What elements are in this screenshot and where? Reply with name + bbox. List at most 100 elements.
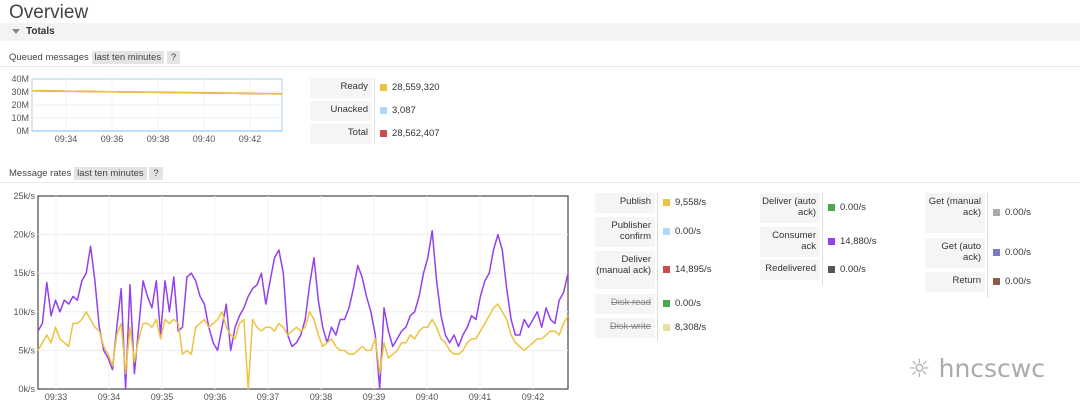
y-tick-label: 0M [16,126,29,136]
rate-stat-label: Deliver (auto ack) [760,193,820,223]
legend-swatch-icon [828,266,835,273]
legend-swatch-icon [663,266,670,273]
y-tick-label: 20M [11,100,29,110]
x-tick-label: 09:39 [363,392,386,402]
legend-swatch-icon [663,199,670,206]
x-tick-label: 09:34 [55,134,78,144]
series-line-publish [37,303,569,390]
rate-stat-value: 0.00/s [993,207,1031,218]
rate-stat-value-text: 14,895/s [675,264,712,275]
x-tick-label: 09:34 [98,392,121,402]
rate-stat-label: Publisher confirm [595,217,655,247]
y-tick-label: 40M [11,74,29,84]
rate-stat-value-text: 0.00/s [840,202,866,213]
page-title: Overview [9,2,89,23]
rate-stat-label: Deliver (manual ack) [595,251,655,289]
rates-help-icon[interactable]: ? [149,167,163,180]
x-tick-label: 09:37 [257,392,280,402]
x-tick-label: 09:42 [522,392,545,402]
rates-header: Message rates last ten minutes ? [9,167,163,180]
legend-swatch-icon [993,278,1000,285]
legend-swatch-icon [663,228,670,235]
collapse-triangle-icon [12,29,20,34]
rate-stat-value: 0.00/s [993,276,1031,287]
column-separator [822,193,823,285]
x-tick-label: 09:38 [310,392,333,402]
message-rates-chart: 25k/s 20k/s 15k/s 10k/s 5k/s 0k/s 09:33 09:34 09… [13,191,569,402]
divider [0,66,1080,67]
rate-stat-value: 14,895/s [663,264,711,275]
y-tick-label: 15k/s [13,268,35,278]
legend-swatch-icon [663,324,670,331]
rate-stat-value-text: 9,558/s [675,197,707,208]
rate-stat-value-text: 14,880/s [840,236,877,247]
rate-stat-value: 0.00/s [663,298,701,309]
y-tick-label: 20k/s [13,230,35,240]
rate-stat-value-text: 0.00/s [675,298,701,309]
column-separator [374,78,375,144]
x-tick-label: 09:33 [45,392,68,402]
rate-stat-value-text: 0.00/s [1005,247,1031,258]
legend-swatch-icon [828,238,835,245]
queued-stat-label: Total [310,124,372,144]
legend-swatch-icon [993,249,1000,256]
queued-stat-value-text: 28,562,407 [392,128,440,139]
rate-stat-value: 14,880/s [828,236,876,247]
plot-area [37,195,569,390]
legend-swatch-icon [663,300,670,307]
rate-stat-label: Publish [595,193,655,213]
queued-messages-chart: 40M 30M 20M 10M 0M 09:34 09:36 09:38 09:40 09:42 [11,74,283,144]
queued-stat-label: Ready [310,78,372,98]
column-separator [657,193,658,341]
rate-stat-value: 0.00/s [663,226,701,237]
rate-stat-value-text: 0.00/s [675,226,701,237]
column-separator [987,193,988,298]
divider [0,182,1080,183]
y-tick-label: 0k/s [18,384,35,394]
queued-stat-value: 28,559,320 [380,82,440,93]
x-tick-label: 09:42 [239,134,262,144]
queued-range-selector[interactable]: last ten minutes [91,51,165,64]
rate-stat-label: Redelivered [760,260,820,280]
rates-range-selector[interactable]: last ten minutes [74,167,147,180]
y-tick-label: 10M [11,113,29,123]
queued-help-icon[interactable]: ? [166,51,181,64]
x-tick-label: 09:36 [204,392,227,402]
y-tick-label: 10k/s [13,307,35,317]
rate-stat-value: 0.00/s [828,202,866,213]
rate-stat-value: 0.00/s [993,247,1031,258]
rate-stat-value: 9,558/s [663,197,706,208]
legend-swatch-icon [993,209,1000,216]
legend-swatch-icon [828,204,835,211]
x-tick-label: 09:40 [193,134,216,144]
x-tick-label: 09:35 [151,392,174,402]
rate-stat-value-text: 8,308/s [675,322,707,333]
queued-stat-value: 3,087 [380,105,416,116]
rate-stat-label: Get (manual ack) [925,193,985,233]
y-tick-label: 5k/s [18,345,35,355]
rate-stat-value-text: 0.00/s [840,264,866,275]
rate-stat-label: Return [925,272,985,292]
queued-header: Queued messages last ten minutes ? [9,51,181,64]
x-tick-label: 09:40 [416,392,439,402]
legend-swatch-icon [380,107,387,114]
rate-stat-label: Get (auto ack) [925,238,985,268]
totals-label: Totals [26,26,55,37]
totals-section-header[interactable]: Totals [0,23,1080,41]
rate-stat-label: Consumer ack [760,227,820,257]
x-tick-label: 09:38 [147,134,170,144]
y-tick-label: 30M [11,87,29,97]
legend-swatch-icon [380,130,387,137]
rate-stat-label: Disk write [595,318,655,338]
queued-stat-value-text: 3,087 [392,105,416,116]
queued-stat-label: Unacked [310,101,372,121]
x-tick-label: 09:41 [469,392,492,402]
x-tick-label: 09:36 [101,134,124,144]
rate-stat-value: 8,308/s [663,322,706,333]
rate-stat-value-text: 0.00/s [1005,276,1031,287]
rate-stat-label: Disk read [595,294,655,314]
rate-stat-value-text: 0.00/s [1005,207,1031,218]
queued-stat-value: 28,562,407 [380,128,440,139]
watermark-logo: ☼ hncscwc [908,354,1045,383]
rate-stat-value: 0.00/s [828,264,866,275]
